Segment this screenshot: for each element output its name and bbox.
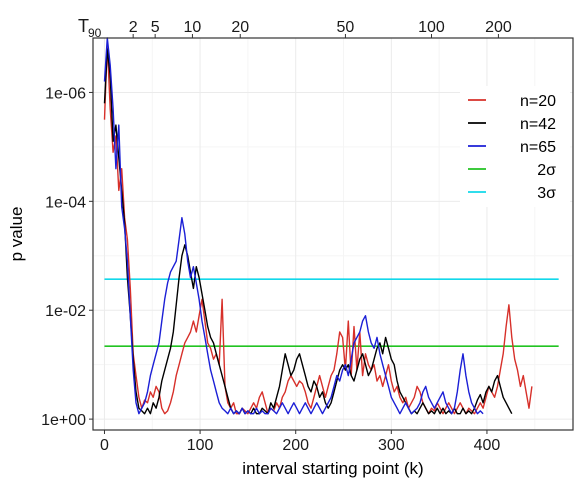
y-axis-ticks: 1e+00 1e-02 1e-04 1e-06 xyxy=(41,85,93,429)
y-tick-label: 1e+00 xyxy=(41,412,86,429)
legend: n=20 n=42 n=65 2σ 3σ xyxy=(460,86,570,207)
y-tick-label: 1e-02 xyxy=(45,303,86,320)
legend-label: 2σ xyxy=(537,162,556,179)
legend-label: n=42 xyxy=(520,116,556,133)
y-tick-label: 1e-06 xyxy=(45,85,86,102)
top-axis-label: T 90 xyxy=(78,16,102,40)
top-tick-label: 5 xyxy=(151,19,160,36)
x-axis-title: interval starting point (k) xyxy=(242,459,423,478)
x-tick-label: 100 xyxy=(187,437,214,454)
x-tick-label: 200 xyxy=(282,437,309,454)
top-tick-label: 100 xyxy=(418,19,445,36)
top-tick-label: 2 xyxy=(129,19,138,36)
top-axis-label-sub: 90 xyxy=(88,26,102,40)
x-axis-ticks: 0 100 200 300 400 xyxy=(100,430,500,454)
top-tick-label: 50 xyxy=(337,19,355,36)
legend-label: n=65 xyxy=(520,139,556,156)
x-tick-label: 300 xyxy=(378,437,405,454)
legend-label: 3σ xyxy=(537,185,556,202)
x-tick-label: 0 xyxy=(100,437,109,454)
top-tick-label: 10 xyxy=(184,19,202,36)
y-tick-label: 1e-04 xyxy=(45,194,86,211)
top-tick-label: 20 xyxy=(231,19,249,36)
top-axis-label-main: T xyxy=(78,16,89,36)
series-line-n=65 xyxy=(103,37,484,415)
top-axis-ticks: 2 5 10 20 50 100 200 xyxy=(129,19,512,38)
series-line-n=20 xyxy=(103,42,533,415)
top-tick-label: 200 xyxy=(485,19,512,36)
threshold-lines xyxy=(104,278,559,347)
grid-major-lines xyxy=(93,38,573,430)
series-line-n=42 xyxy=(103,48,513,415)
plot-border xyxy=(92,37,574,431)
series-lines xyxy=(103,37,533,415)
legend-label: n=20 xyxy=(520,93,556,110)
y-axis-title: p value xyxy=(7,207,26,262)
x-tick-label: 400 xyxy=(474,437,501,454)
